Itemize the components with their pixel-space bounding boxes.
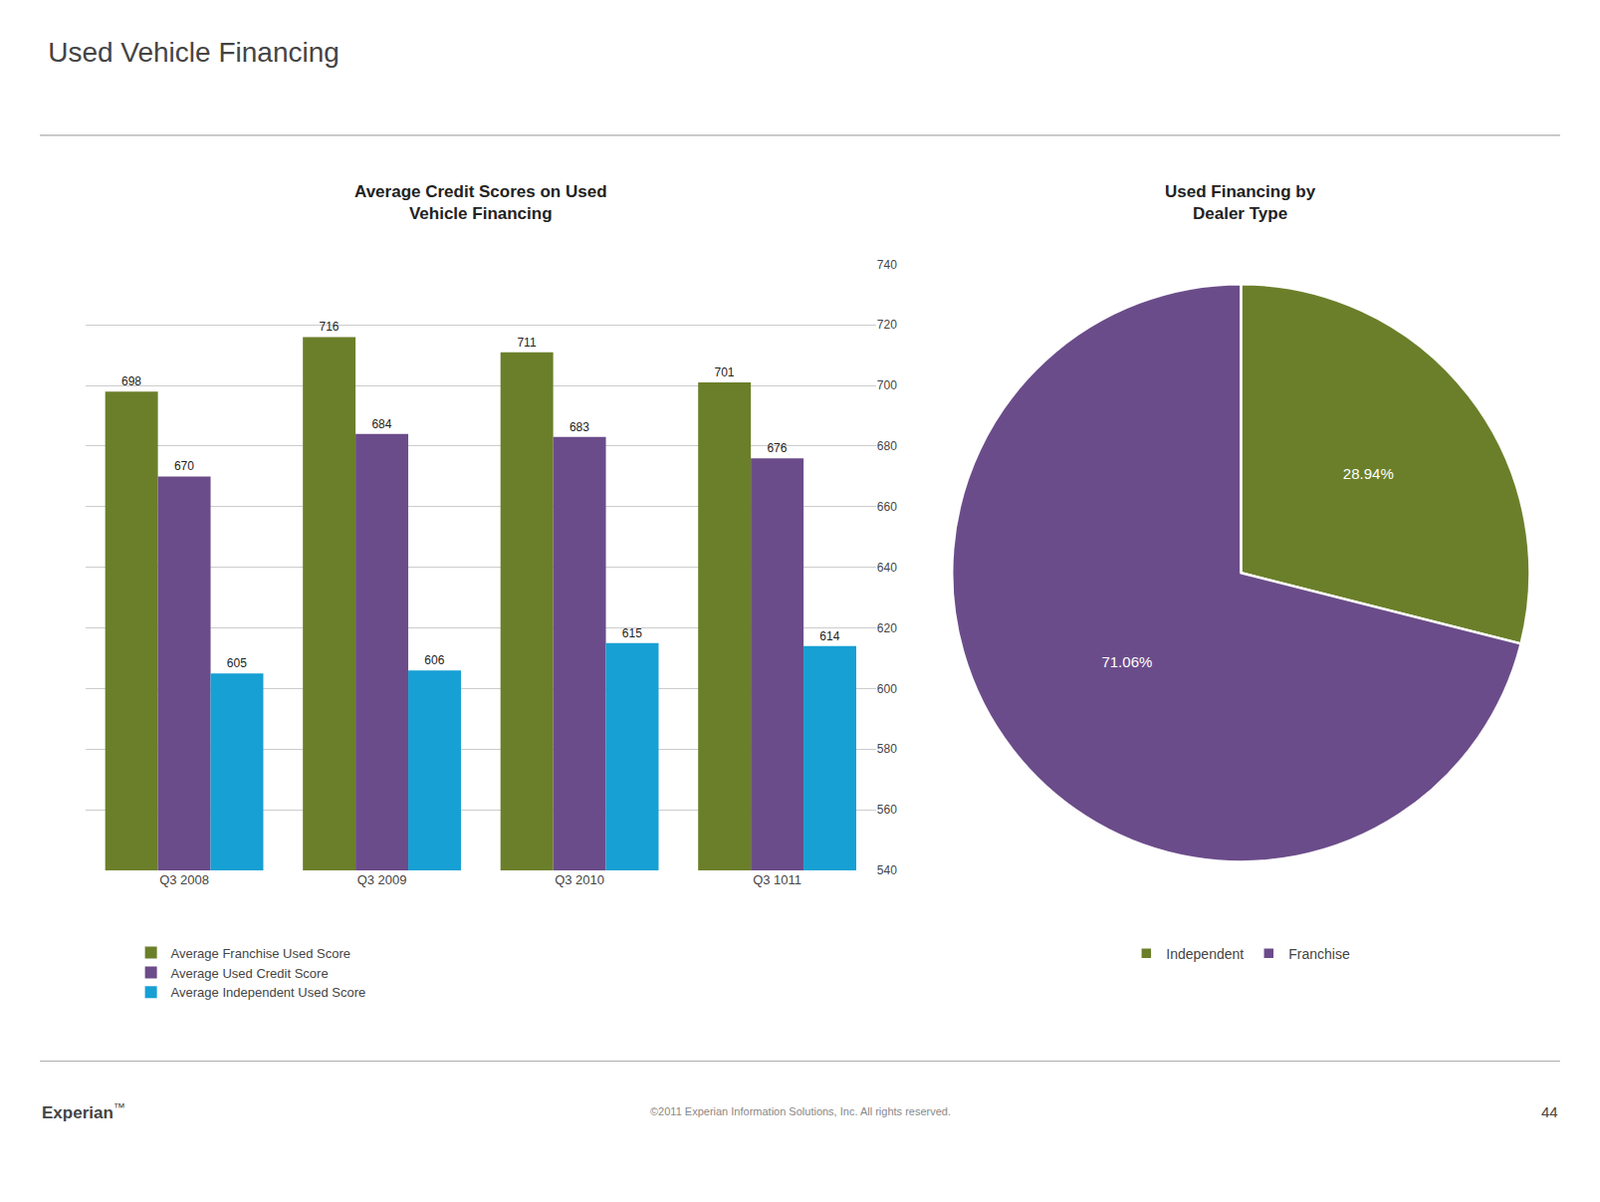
svg-text:Experian​™​: Experian​™​ xyxy=(41,1100,126,1123)
svg-text:Q3 2009: Q3 2009 xyxy=(357,872,408,888)
svg-text:701: 701 xyxy=(713,365,734,380)
svg-text:560: 560 xyxy=(877,802,898,817)
svg-text:606: 606 xyxy=(424,653,445,668)
svg-text:615: 615 xyxy=(622,626,643,641)
svg-text:Independent: Independent xyxy=(1165,945,1244,962)
svg-text:Q3 1011: Q3 1011 xyxy=(752,872,802,888)
svg-text:670: 670 xyxy=(174,458,195,473)
svg-text:720: 720 xyxy=(877,317,898,332)
svg-text:Q3 2008: Q3 2008 xyxy=(159,872,210,888)
svg-text:716: 716 xyxy=(318,319,339,334)
svg-text:620: 620 xyxy=(877,621,898,636)
svg-text:600: 600 xyxy=(877,682,898,696)
svg-text:683: 683 xyxy=(569,420,590,435)
svg-text:Q3 2010: Q3 2010 xyxy=(554,872,605,888)
svg-text:676: 676 xyxy=(766,441,787,456)
svg-text:740: 740 xyxy=(877,257,898,272)
svg-text:Average Used Credit Score: Average Used Credit Score xyxy=(171,965,329,981)
svg-text:Average Credit Scores on UsedV: Average Credit Scores on UsedVehicle Fin… xyxy=(354,182,608,224)
svg-text:614: 614 xyxy=(819,629,840,644)
svg-text:711: 711 xyxy=(516,335,536,350)
svg-text:Used Financing byDealer Type: Used Financing byDealer Type xyxy=(1164,182,1317,224)
svg-text:700: 700 xyxy=(877,378,898,393)
svg-text:684: 684 xyxy=(371,417,392,432)
svg-text:540: 540 xyxy=(877,863,898,878)
svg-text:660: 660 xyxy=(877,499,898,514)
svg-text:Average Franchise Used Score: Average Franchise Used Score xyxy=(171,945,351,961)
svg-text:©2011 Experian Information Sol: ©2011 Experian Information Solutions, In… xyxy=(650,1105,951,1118)
svg-text:28.94%: 28.94% xyxy=(1343,464,1394,482)
svg-text:605: 605 xyxy=(227,656,247,671)
svg-text:44: 44 xyxy=(1541,1103,1559,1121)
svg-text:71.06%: 71.06% xyxy=(1101,653,1152,671)
svg-text:680: 680 xyxy=(877,439,898,454)
svg-text:Average Independent Used Score: Average Independent Used Score xyxy=(171,984,367,1000)
svg-text:Franchise: Franchise xyxy=(1288,945,1351,962)
svg-text:580: 580 xyxy=(877,741,898,756)
svg-text:640: 640 xyxy=(877,560,898,575)
svg-text:698: 698 xyxy=(121,374,142,389)
svg-text:Used Vehicle Financing: Used Vehicle Financing xyxy=(47,36,340,68)
